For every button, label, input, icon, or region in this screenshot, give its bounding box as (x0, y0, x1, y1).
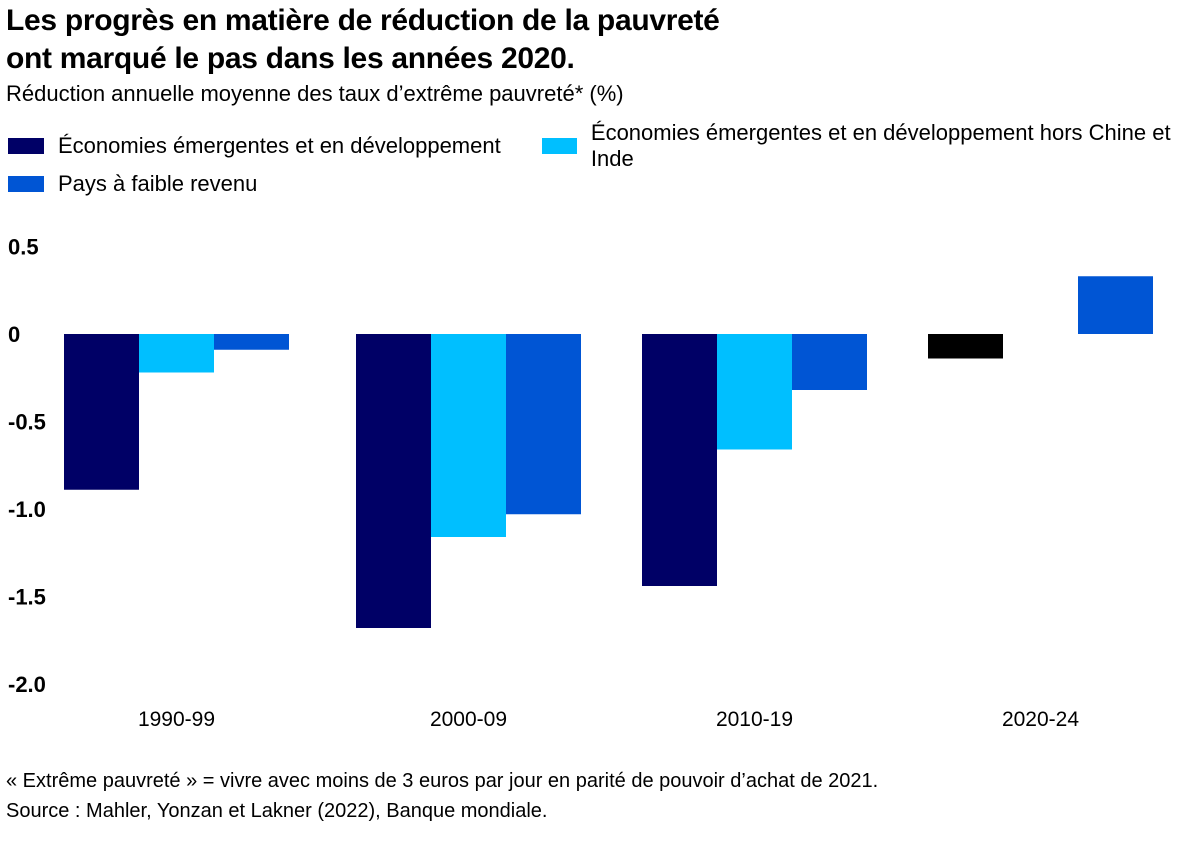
legend-label-low-income: Pays à faible revenu (58, 171, 258, 196)
bar-1990-99-series-3 (214, 334, 289, 350)
bar-2020-24-series-3 (1078, 276, 1153, 334)
bar-2020-24-series-1 (928, 334, 1003, 359)
bar-1990-99-series-2 (139, 334, 214, 373)
bar-2000-09-series-3 (506, 334, 581, 515)
x-category-label: 2010-19 (716, 708, 793, 731)
bar-2010-19-series-2 (717, 334, 792, 450)
x-category-label: 2000-09 (430, 708, 507, 731)
footnote-definition: « Extrême pauvreté » = vivre avec moins … (6, 770, 879, 792)
chart-title: Les progrès en matière de réduction de l… (6, 2, 1186, 78)
bar-2010-19-series-1 (642, 334, 717, 586)
y-tick-label: 0 (8, 322, 20, 347)
legend-item-low-income: Pays à faible revenu (8, 170, 257, 198)
y-tick-label: -1.5 (8, 585, 46, 610)
footnote-source: Source : Mahler, Yonzan et Lakner (2022)… (6, 800, 548, 822)
legend-swatch-emerging-ex-china-india (542, 138, 577, 154)
legend-item-emerging: Économies émergentes et en développement (8, 132, 501, 160)
y-tick-label: -1.0 (8, 497, 46, 522)
bar-2000-09-series-2 (431, 334, 506, 537)
legend-label-emerging: Économies émergentes et en développement (58, 133, 501, 158)
chart-subtitle: Réduction annuelle moyenne des taux d’ex… (6, 81, 624, 106)
title-line-1: Les progrès en matière de réduction de l… (6, 4, 720, 37)
bar-1990-99-series-1 (64, 334, 139, 490)
bar-2010-19-series-3 (792, 334, 867, 390)
x-category-label: 2020-24 (1002, 708, 1079, 731)
legend-swatch-low-income (8, 176, 44, 192)
y-tick-label: -0.5 (8, 410, 46, 435)
footnote: « Extrême pauvreté » = vivre avec moins … (6, 766, 878, 826)
x-category-label: 1990-99 (138, 708, 215, 731)
legend-swatch-emerging (8, 138, 44, 154)
legend: Économies émergentes et en développement… (0, 120, 1200, 208)
legend-item-emerging-ex-china-india: Économies émergentes et en développement… (542, 120, 1200, 171)
y-tick-label: -2.0 (8, 672, 46, 697)
legend-label-emerging-ex-china-india: Économies émergentes et en développement… (590, 120, 1171, 171)
y-tick-label: 0.5 (8, 235, 39, 260)
title-line-2: ont marqué le pas dans les années 2020. (6, 42, 575, 75)
bar-2000-09-series-1 (356, 334, 431, 628)
